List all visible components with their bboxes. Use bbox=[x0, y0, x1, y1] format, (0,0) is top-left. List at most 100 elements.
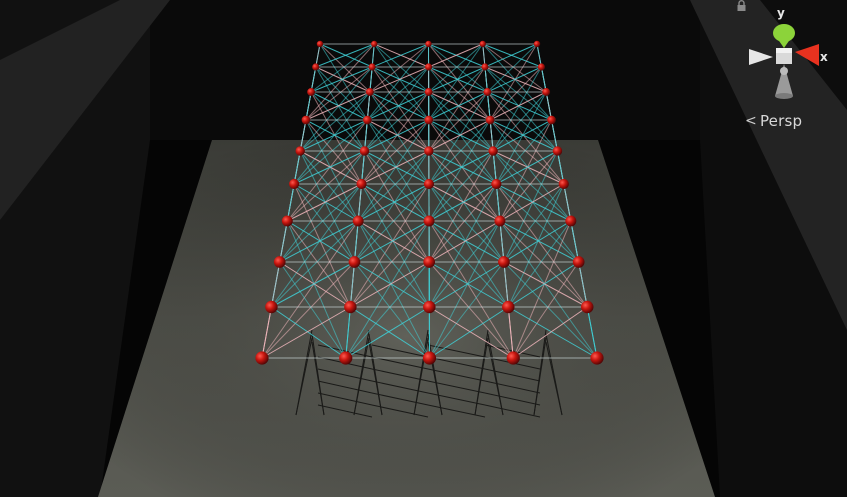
truss-strut bbox=[499, 220, 598, 359]
truss-node[interactable] bbox=[423, 178, 435, 190]
truss-strut bbox=[503, 261, 598, 359]
truss-node[interactable] bbox=[506, 351, 520, 365]
truss-node[interactable] bbox=[423, 215, 435, 227]
truss-strut bbox=[287, 220, 355, 263]
truss-strut bbox=[357, 220, 430, 359]
truss-node[interactable] bbox=[312, 63, 320, 71]
truss-strut bbox=[428, 119, 491, 222]
truss-node[interactable] bbox=[590, 351, 604, 365]
truss-node[interactable] bbox=[363, 115, 372, 125]
truss-strut bbox=[305, 91, 371, 121]
perspective-chevron-icon: < bbox=[745, 113, 757, 129]
gizmo-negx-cone[interactable] bbox=[749, 49, 773, 65]
truss-node[interactable] bbox=[485, 115, 495, 125]
truss-strut bbox=[271, 220, 359, 308]
gizmo-x-cone[interactable] bbox=[795, 44, 819, 66]
truss-node[interactable] bbox=[424, 115, 434, 125]
truss-node[interactable] bbox=[552, 146, 563, 156]
truss-node[interactable] bbox=[307, 88, 316, 96]
truss-node[interactable] bbox=[371, 40, 378, 48]
truss-node[interactable] bbox=[289, 178, 300, 190]
truss-strut bbox=[499, 183, 565, 222]
truss-strut bbox=[492, 150, 572, 222]
truss-strut bbox=[482, 43, 552, 121]
truss-node[interactable] bbox=[301, 115, 311, 125]
truss-node[interactable] bbox=[479, 40, 486, 48]
truss-node[interactable] bbox=[494, 215, 506, 227]
truss-strut bbox=[428, 66, 486, 121]
truss-node[interactable] bbox=[356, 178, 367, 190]
truss-strut bbox=[357, 150, 430, 222]
truss-strut bbox=[345, 306, 430, 359]
truss-node[interactable] bbox=[481, 63, 489, 71]
truss-node[interactable] bbox=[348, 256, 361, 268]
truss-node[interactable] bbox=[572, 256, 585, 268]
truss-node[interactable] bbox=[425, 40, 432, 48]
truss-node[interactable] bbox=[344, 300, 357, 314]
truss-node[interactable] bbox=[488, 146, 498, 156]
truss-node[interactable] bbox=[483, 88, 492, 96]
truss-node[interactable] bbox=[316, 40, 324, 48]
truss-node[interactable] bbox=[295, 146, 305, 156]
shadow-strut bbox=[295, 337, 313, 416]
truss-strut bbox=[345, 220, 430, 359]
truss-strut bbox=[428, 91, 494, 152]
truss-node[interactable] bbox=[359, 146, 370, 156]
truss-node[interactable] bbox=[424, 146, 434, 156]
lock-icon[interactable] bbox=[737, 0, 746, 11]
truss-node[interactable] bbox=[265, 300, 278, 314]
truss-strut bbox=[279, 261, 351, 308]
gizmo-y-cone[interactable] bbox=[773, 24, 795, 42]
truss-node[interactable] bbox=[547, 115, 556, 125]
truss-node[interactable] bbox=[273, 256, 286, 268]
truss-strut bbox=[299, 150, 359, 222]
truss-node[interactable] bbox=[502, 300, 515, 314]
truss-node[interactable] bbox=[368, 63, 376, 71]
truss-strut bbox=[428, 150, 497, 185]
truss-strut bbox=[315, 43, 375, 68]
orientation-gizmo[interactable]: y x < Persp bbox=[737, 0, 847, 140]
truss-node[interactable] bbox=[365, 88, 374, 96]
projection-toggle[interactable]: < Persp bbox=[745, 112, 802, 130]
gizmo-negy-cone[interactable] bbox=[775, 64, 793, 96]
shadow-strut bbox=[545, 341, 563, 416]
truss-node[interactable] bbox=[423, 300, 436, 314]
truss-node[interactable] bbox=[537, 63, 545, 71]
shadow-strut bbox=[484, 380, 541, 394]
shadow-strut bbox=[371, 380, 429, 394]
truss-node[interactable] bbox=[424, 88, 433, 96]
truss-node[interactable] bbox=[498, 256, 510, 268]
truss-node[interactable] bbox=[255, 351, 269, 365]
truss-strut bbox=[428, 66, 494, 152]
truss-strut bbox=[429, 220, 501, 359]
gizmo-y-cone-tip[interactable] bbox=[777, 38, 791, 48]
truss-strut bbox=[428, 261, 509, 308]
truss-node[interactable] bbox=[558, 178, 569, 190]
truss-node[interactable] bbox=[424, 63, 433, 71]
truss-strut bbox=[373, 43, 430, 121]
truss-node[interactable] bbox=[542, 88, 551, 96]
shadow-strut bbox=[484, 392, 541, 406]
truss-node[interactable] bbox=[581, 300, 594, 314]
truss-strut bbox=[503, 150, 558, 263]
truss-strut bbox=[512, 261, 580, 359]
truss-node[interactable] bbox=[339, 351, 353, 365]
truss-strut bbox=[367, 66, 429, 121]
truss-strut bbox=[492, 91, 547, 152]
truss-node[interactable] bbox=[352, 215, 364, 227]
truss-strut bbox=[354, 261, 430, 359]
truss-strut bbox=[357, 119, 430, 222]
truss-strut bbox=[299, 66, 373, 152]
truss-node[interactable] bbox=[281, 215, 293, 227]
truss-node[interactable] bbox=[565, 215, 577, 227]
truss-node[interactable] bbox=[491, 178, 502, 190]
truss-strut bbox=[484, 43, 538, 68]
truss-strut bbox=[373, 43, 429, 93]
truss-node[interactable] bbox=[422, 351, 437, 365]
truss-node[interactable] bbox=[533, 40, 541, 48]
truss-node[interactable] bbox=[423, 256, 436, 268]
truss-strut bbox=[361, 91, 430, 185]
truss-shadow bbox=[295, 329, 563, 418]
